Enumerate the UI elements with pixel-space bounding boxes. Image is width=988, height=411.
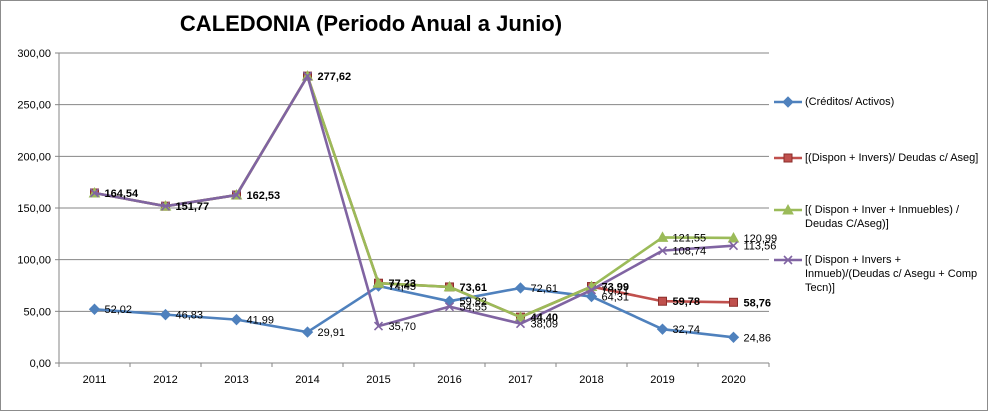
data-point-x [444, 302, 455, 312]
data-label: 64,31 [602, 292, 630, 304]
series-4 [89, 71, 739, 331]
data-point-diamond [585, 290, 598, 303]
legend-swatch [774, 203, 802, 215]
data-label: 151,77 [176, 201, 210, 213]
data-point-square [783, 153, 793, 163]
data-point-x [515, 319, 526, 329]
data-point-triangle [656, 231, 669, 242]
y-tick-label: 0,00 [30, 358, 51, 370]
x-tick-label: 2020 [721, 374, 745, 386]
data-label: 113,56 [744, 241, 777, 253]
data-label: 74,45 [389, 281, 417, 293]
legend-swatch [774, 153, 802, 163]
data-label: 277,62 [318, 71, 352, 83]
legend-label: (Créditos/ Activos) [805, 96, 895, 108]
data-point-x [586, 285, 597, 295]
data-point-triangle [514, 311, 527, 322]
legend-label: [( Dispon + Inver + Inmuebles) / Deudas … [805, 204, 960, 230]
y-tick-label: 200,00 [17, 151, 51, 163]
data-label: 59,82 [460, 296, 488, 308]
x-tick-label: 2011 [83, 374, 107, 386]
data-label: 46,83 [176, 310, 204, 322]
x-tick-label: 2015 [366, 374, 390, 386]
data-point-x [231, 190, 242, 200]
data-point-x [160, 201, 171, 211]
data-point-diamond [88, 303, 101, 315]
data-label: 41,99 [247, 315, 275, 327]
data-label: 35,70 [389, 321, 417, 333]
data-label: 70,71 [602, 285, 630, 297]
data-point-diamond [656, 323, 669, 335]
data-label: 24,86 [744, 332, 772, 344]
data-label: 54,55 [460, 302, 488, 314]
x-tick-label: 2019 [650, 374, 674, 386]
data-label: 120,99 [744, 233, 778, 245]
data-point-diamond [514, 282, 527, 294]
chart-title: CALEDONIA (Periodo Anual a Junio) [179, 11, 563, 36]
x-tick-label: 2018 [579, 374, 603, 386]
data-label: 73,61 [460, 282, 488, 294]
data-point-triangle [727, 231, 740, 243]
legend-swatch [774, 255, 802, 265]
y-tick-label: 250,00 [17, 100, 51, 112]
data-label: 73,99 [602, 282, 630, 294]
data-label: 32,74 [673, 324, 701, 336]
data-point-diamond [727, 331, 740, 344]
legend-swatch [774, 96, 802, 108]
data-label: 59,78 [673, 296, 701, 308]
data-point-diamond [782, 96, 794, 108]
data-point-square [658, 296, 667, 306]
data-label: 38,09 [531, 319, 559, 331]
x-tick-label: 2012 [153, 374, 177, 386]
series-line [94, 284, 734, 339]
x-tick-label: 2017 [508, 374, 532, 386]
data-label: 164,54 [105, 188, 140, 200]
data-point-square [729, 297, 738, 307]
series-line [94, 74, 734, 328]
data-point-diamond [159, 308, 172, 321]
data-label: 108,74 [673, 246, 707, 258]
data-point-diamond [230, 313, 243, 326]
y-tick-label: 100,00 [17, 255, 51, 267]
data-point-diamond [443, 295, 456, 307]
data-label: 52,02 [105, 304, 133, 316]
legend-label: [(Dispon + Invers)/ Deudas c/ Aseg] [805, 152, 979, 164]
data-point-x [373, 321, 384, 331]
data-point-x [302, 71, 313, 81]
data-point-x [657, 246, 668, 256]
x-tick-label: 2016 [437, 374, 461, 386]
data-point-x [89, 188, 100, 198]
data-point-diamond [301, 326, 314, 338]
x-tick-label: 2013 [224, 374, 248, 386]
data-label: 77,23 [389, 278, 417, 290]
data-point-triangle [372, 277, 385, 288]
data-label: 44,40 [531, 312, 559, 324]
y-tick-label: 300,00 [17, 48, 51, 60]
data-point-x [728, 241, 739, 251]
y-tick-label: 50,00 [23, 306, 51, 318]
x-tick-label: 2014 [295, 374, 319, 386]
data-point-triangle [443, 280, 456, 292]
data-label: 58,76 [744, 297, 772, 309]
legend-label: [( Dispon + Invers + Inmueb)/(Deudas c/ … [805, 254, 978, 294]
data-point-x [783, 255, 793, 265]
data-point-triangle [782, 203, 794, 215]
data-label: 162,53 [247, 190, 281, 202]
y-tick-label: 150,00 [17, 203, 51, 215]
data-label: 72,61 [531, 283, 559, 295]
data-label: 121,55 [673, 232, 707, 244]
data-label: 29,91 [318, 327, 346, 339]
